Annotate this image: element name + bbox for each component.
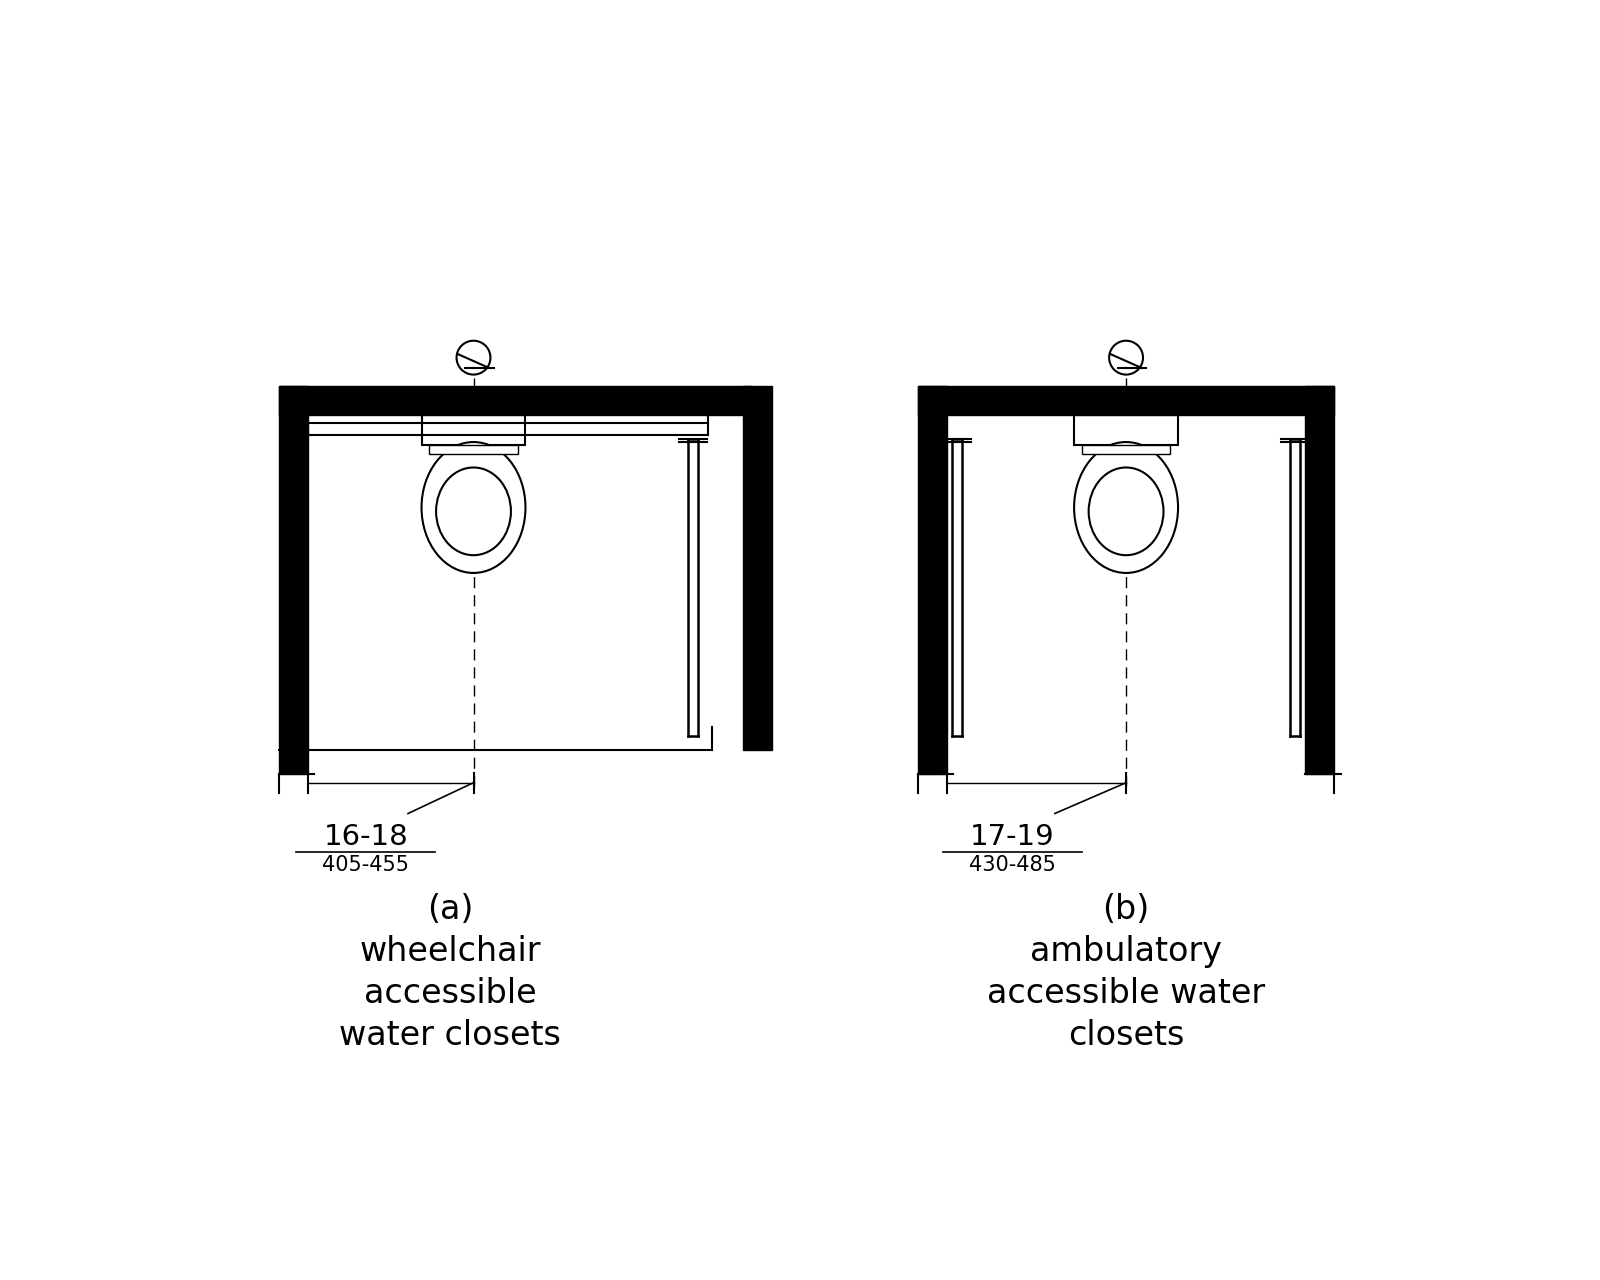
Bar — [1082, 444, 1170, 454]
Bar — [1074, 416, 1178, 444]
Text: (a)
wheelchair
accessible
water closets: (a) wheelchair accessible water closets — [339, 893, 562, 1052]
Bar — [918, 387, 1334, 416]
Text: (b)
ambulatory
accessible water
closets: (b) ambulatory accessible water closets — [987, 893, 1266, 1052]
Ellipse shape — [1088, 467, 1163, 556]
Bar — [742, 387, 773, 750]
Ellipse shape — [1074, 442, 1178, 573]
Text: 17-19: 17-19 — [970, 823, 1054, 851]
Bar — [421, 416, 525, 444]
Bar — [278, 387, 750, 416]
Bar — [278, 387, 307, 773]
Text: 405-455: 405-455 — [322, 855, 410, 876]
Bar — [918, 387, 947, 773]
Text: 430-485: 430-485 — [970, 855, 1056, 876]
Bar — [1306, 387, 1334, 773]
Ellipse shape — [437, 467, 510, 556]
Bar — [429, 444, 518, 454]
Text: 16-18: 16-18 — [323, 823, 408, 851]
Ellipse shape — [421, 442, 525, 573]
